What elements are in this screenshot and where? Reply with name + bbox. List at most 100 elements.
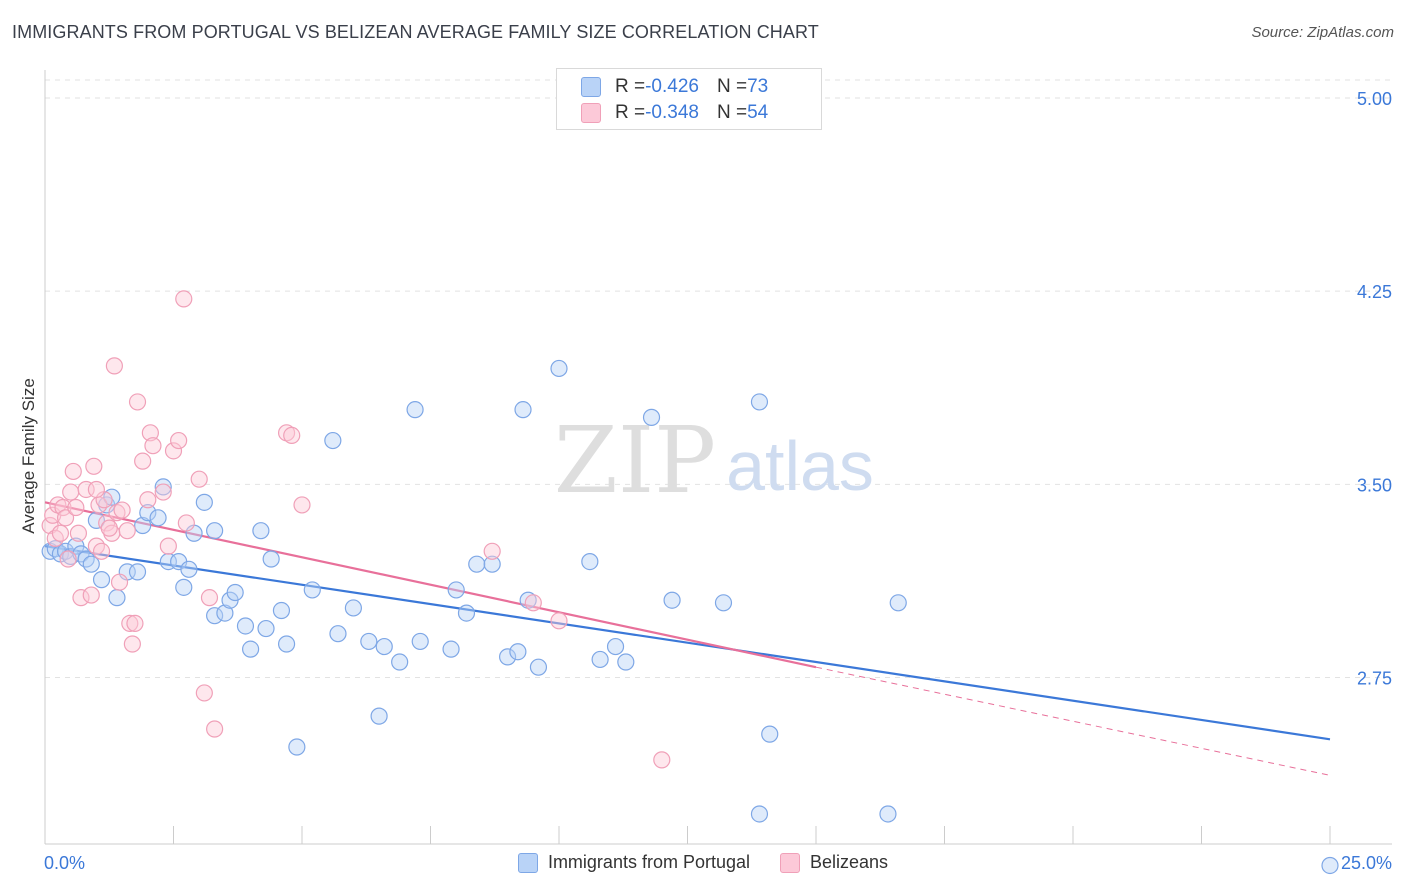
- portugal-point: [499, 648, 517, 666]
- belizean-point: [87, 480, 106, 499]
- chart-title: IMMIGRANTS FROM PORTUGAL VS BELIZEAN AVE…: [12, 22, 819, 42]
- axes-layer: [44, 70, 1392, 845]
- r-value-belizeans: -0.348: [645, 102, 699, 123]
- portugal-point: [303, 581, 321, 599]
- portugal-point: [82, 555, 100, 573]
- belizean-point: [141, 424, 159, 442]
- belizean-point: [653, 751, 671, 769]
- legend-item-portugal[interactable]: Immigrants from Portugal: [517, 852, 750, 873]
- belizean-point: [159, 537, 177, 555]
- portugal-point: [180, 560, 198, 578]
- portugal-point: [1321, 856, 1339, 875]
- portugal-point: [206, 522, 224, 540]
- belizean-point: [164, 442, 183, 460]
- watermark-zip: ZIP: [554, 407, 716, 514]
- portugal-point: [92, 571, 111, 589]
- y-tick-label: 3.50: [1357, 475, 1392, 495]
- portugal-point: [344, 599, 362, 617]
- trend-layer: [44, 501, 1331, 776]
- belizean-trend-extension: [815, 666, 1331, 776]
- belizean-point: [134, 452, 152, 470]
- belizeans-legend-swatch: [780, 852, 800, 873]
- portugal-point: [288, 738, 306, 756]
- belizean-point: [293, 496, 311, 514]
- portugal-point: [550, 359, 568, 378]
- belizeans-swatch: [581, 103, 601, 123]
- portugal-point: [277, 635, 296, 653]
- portugal-point: [236, 617, 255, 635]
- portugal-point: [72, 545, 90, 563]
- portugal-point: [257, 619, 275, 638]
- belizean-point: [524, 594, 542, 612]
- belizean-point: [170, 431, 188, 450]
- portugal-point: [149, 509, 167, 527]
- portugal-point: [663, 591, 681, 609]
- belizean-point: [64, 462, 82, 481]
- belizean-point: [177, 514, 195, 532]
- legend-item-belizeans[interactable]: Belizeans: [780, 852, 888, 873]
- belizean-point: [110, 573, 129, 591]
- n-label: N =: [716, 76, 748, 97]
- portugal-point: [375, 637, 393, 656]
- portugal-point: [216, 604, 234, 622]
- portugal-point: [406, 401, 424, 419]
- portugal-point: [761, 725, 779, 743]
- portugal-point: [442, 640, 460, 658]
- portugal-swatch: [581, 77, 601, 97]
- belizean-point: [123, 635, 141, 653]
- portugal-point: [108, 589, 126, 607]
- x-tick-label: 25.0%: [1341, 853, 1392, 873]
- portugal-point: [714, 594, 733, 612]
- belizean-point: [483, 542, 501, 560]
- belizean-point: [46, 529, 64, 548]
- belizean-point: [85, 457, 103, 475]
- y-tick-label: 4.25: [1357, 282, 1392, 302]
- belizean-point: [175, 290, 193, 308]
- y-axis-title: Average Family Size: [19, 378, 38, 534]
- watermark: ZIP atlas: [554, 407, 874, 514]
- portugal-point: [272, 601, 291, 620]
- belizean-point: [100, 519, 118, 537]
- portugal-point: [226, 583, 244, 602]
- portugal-point: [195, 493, 213, 511]
- labels-layer: 2.75 3.50 4.25 5.00 0.0% 25.0% Average Family …: [19, 89, 1392, 873]
- watermark-atlas: atlas: [726, 427, 874, 505]
- belizean-point: [82, 586, 100, 604]
- belizean-point: [69, 524, 88, 542]
- x-tick-label: 0.0%: [44, 853, 85, 873]
- belizean-point: [139, 491, 157, 509]
- belizean-point: [87, 537, 106, 555]
- portugal-point: [324, 431, 342, 450]
- belizean-point: [62, 483, 80, 501]
- r-label: R =: [615, 102, 646, 123]
- portugal-legend-swatch: [517, 852, 538, 873]
- belizean-point: [154, 483, 172, 501]
- points-layer: [41, 290, 1339, 875]
- portugal-point: [483, 555, 501, 573]
- n-value-portugal: 73: [747, 76, 769, 97]
- series-legend: Immigrants from Portugal Belizeans: [0, 852, 1406, 873]
- portugal-point: [139, 504, 157, 522]
- y-tick-label: 5.00: [1357, 89, 1392, 109]
- portugal-point: [242, 640, 260, 658]
- n-value-belizeans: 54: [747, 102, 769, 123]
- portugal-point: [252, 522, 270, 540]
- r-label: R =: [615, 76, 646, 97]
- grid-layer: [45, 79, 1392, 678]
- portugal-point: [879, 805, 897, 823]
- belizean-point: [121, 614, 139, 632]
- belizean-point: [72, 589, 90, 607]
- portugal-point: [329, 625, 347, 643]
- n-label: N =: [716, 102, 748, 123]
- portugal-point: [642, 408, 661, 426]
- source-credit: Source: ZipAtlas.com: [1251, 24, 1394, 41]
- belizean-point: [195, 684, 213, 702]
- portugal-point: [128, 563, 147, 581]
- portugal-point: [447, 581, 465, 599]
- portugal-point: [457, 604, 476, 622]
- portugal-point: [411, 632, 429, 651]
- belizean-point: [59, 550, 77, 568]
- portugal-point: [591, 650, 609, 669]
- portugal-point: [509, 643, 527, 661]
